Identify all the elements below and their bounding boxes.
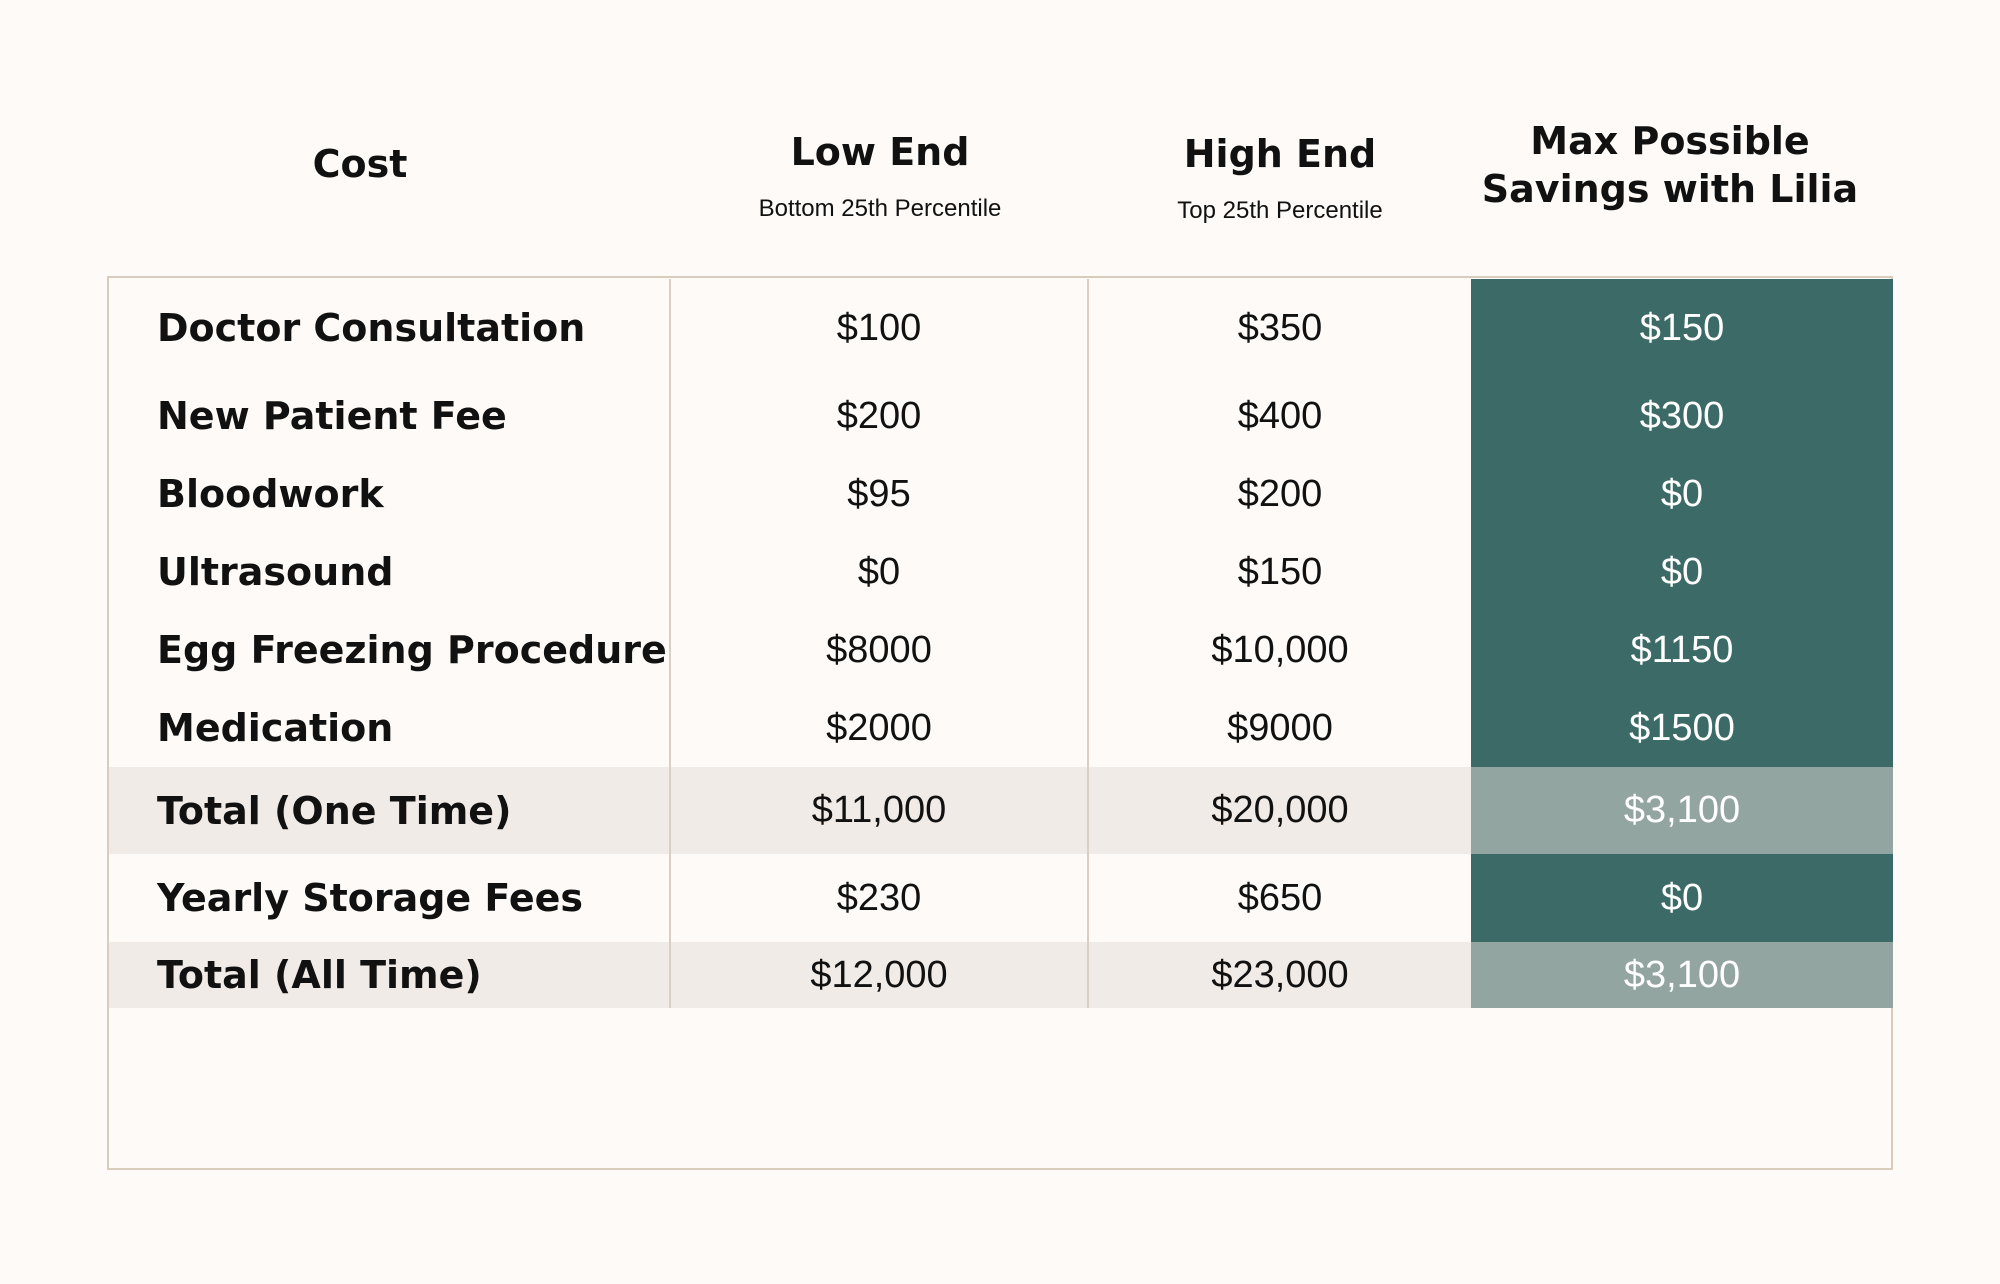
row-label: Ultrasound bbox=[109, 533, 671, 611]
row-label: Egg Freezing Procedure bbox=[109, 611, 671, 689]
header-max-savings-line2: Savings with Lilia bbox=[1481, 167, 1859, 211]
max-savings-cell: $300 bbox=[1471, 377, 1893, 455]
low-end-cell: $11,000 bbox=[671, 767, 1089, 854]
low-end-cell: $8000 bbox=[671, 611, 1089, 689]
table-row: Yearly Storage Fees $230 $650 $0 bbox=[109, 854, 1893, 942]
high-end-cell: $400 bbox=[1237, 394, 1323, 437]
header-max-savings: Max Possible Savings with Lilia bbox=[1470, 117, 1870, 213]
table-row: Bloodwork $95 $200 $0 bbox=[109, 455, 1893, 533]
row-label: Total (All Time) bbox=[109, 942, 671, 1008]
high-end-cell: $20,000 bbox=[1211, 789, 1349, 831]
header-low-end: Low End Bottom 25th Percentile bbox=[670, 128, 1090, 224]
max-savings-cell: $150 bbox=[1471, 279, 1893, 377]
header-low-end-subtitle: Bottom 25th Percentile bbox=[758, 195, 1002, 222]
header-high-end-subtitle: Top 25th Percentile bbox=[1177, 197, 1383, 224]
max-savings-cell: $3,100 bbox=[1471, 942, 1893, 1008]
row-label: Yearly Storage Fees bbox=[109, 854, 671, 942]
max-savings-cell: $1500 bbox=[1471, 689, 1893, 767]
high-end-cell: $200 bbox=[1237, 472, 1323, 515]
max-savings-cell: $3,100 bbox=[1471, 767, 1893, 854]
table-row: Medication $2000 $9000 $1500 bbox=[109, 689, 1893, 767]
cost-table: Doctor Consultation $100 $350 $150 New Patie… bbox=[107, 276, 1893, 1170]
low-end-cell: $12,000 bbox=[671, 942, 1089, 1008]
header-max-savings-line1: Max Possible bbox=[1530, 119, 1810, 163]
row-label: Bloodwork bbox=[109, 455, 671, 533]
header-cost: Cost bbox=[110, 140, 610, 188]
low-end-cell: $2000 bbox=[671, 689, 1089, 767]
row-label: New Patient Fee bbox=[109, 377, 671, 455]
high-end-cell: $10,000 bbox=[1211, 628, 1349, 671]
high-end-cell: $9000 bbox=[1227, 706, 1333, 749]
low-end-cell: $230 bbox=[671, 854, 1089, 942]
header-high-end: High End Top 25th Percentile bbox=[1090, 130, 1470, 226]
high-end-cell: $23,000 bbox=[1211, 953, 1349, 996]
table-row: Doctor Consultation $100 $350 $150 bbox=[109, 279, 1893, 377]
table-row: Ultrasound $0 $150 $0 bbox=[109, 533, 1893, 611]
header-high-end-title: High End bbox=[1183, 132, 1377, 176]
low-end-cell: $100 bbox=[671, 279, 1089, 377]
low-end-cell: $95 bbox=[671, 455, 1089, 533]
max-savings-cell: $0 bbox=[1471, 854, 1893, 942]
max-savings-cell: $0 bbox=[1471, 455, 1893, 533]
high-end-cell: $650 bbox=[1237, 876, 1323, 919]
header-low-end-title: Low End bbox=[790, 130, 970, 174]
row-label: Medication bbox=[109, 689, 671, 767]
low-end-cell: $0 bbox=[671, 533, 1089, 611]
table-row: New Patient Fee $200 $400 $300 bbox=[109, 377, 1893, 455]
low-end-cell: $200 bbox=[671, 377, 1089, 455]
high-end-cell: $150 bbox=[1237, 550, 1323, 593]
max-savings-cell: $0 bbox=[1471, 533, 1893, 611]
total-row: Total (All Time) $12,000 $23,000 $3,100 bbox=[109, 942, 1893, 1008]
high-end-cell: $350 bbox=[1237, 306, 1323, 349]
row-label: Doctor Consultation bbox=[109, 279, 671, 377]
total-row: Total (One Time) $11,000 $20,000 $3,100 bbox=[109, 767, 1893, 854]
header-cost-title: Cost bbox=[312, 142, 408, 186]
max-savings-cell: $1150 bbox=[1471, 611, 1893, 689]
row-label: Total (One Time) bbox=[109, 767, 671, 854]
table-row: Egg Freezing Procedure $8000 $10,000 $1150 bbox=[109, 611, 1893, 689]
